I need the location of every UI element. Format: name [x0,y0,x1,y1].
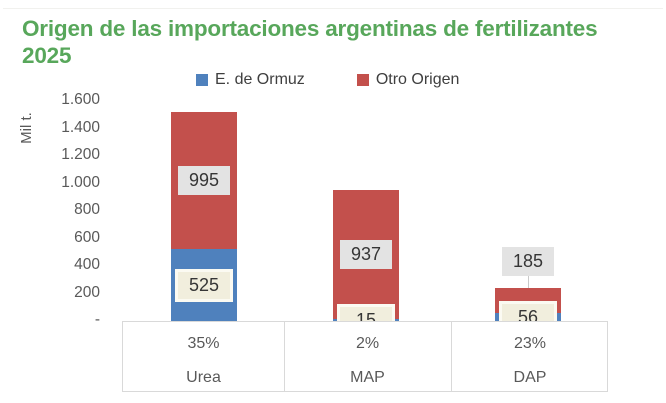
y-tick-label: 1.600 [61,91,100,108]
value-label-urea-e-de-ormuz: 525 [175,268,233,302]
top-divider [3,8,663,9]
category-share-label: 23% [513,335,547,352]
y-tick-label: 1.400 [61,118,100,136]
chart-title: Origen de las importaciones argentinas d… [22,16,598,68]
label-leader-line [528,276,529,288]
legend: E. de Ormuz Otro Origen [196,71,459,89]
category-table: 35% Urea 2% MAP 23% DAP [122,321,608,392]
category-share-label: 35% [187,335,220,352]
category-cell-urea: 35% Urea [123,322,284,391]
y-tick-label: 1.200 [61,146,100,163]
category-share-label: 2% [355,335,380,352]
y-tick-label: 800 [74,201,100,218]
legend-swatch-icon [196,74,208,86]
y-tick-label: 1.000 [61,173,100,191]
legend-label: E. de Ormuz [215,71,305,88]
y-tick-label: 400 [74,256,100,273]
table-divider [451,322,452,391]
y-tick-label: 600 [74,228,100,246]
legend-item-e-de-ormuz: E. de Ormuz [196,71,305,89]
value-label-map-otro-origen: 937 [340,240,392,269]
value-label-urea-otro-origen: 995 [178,166,230,195]
value-label-dap-otro-origen: 185 [502,247,554,276]
table-divider [284,322,285,391]
category-cell-map: 2% MAP [284,322,451,391]
category-cell-dap: 23% DAP [451,322,609,391]
y-tick-label: 200 [74,283,100,301]
legend-label: Otro Origen [375,71,460,88]
y-tick-label: - [94,311,100,328]
category-name-label: Urea [186,369,221,386]
legend-swatch-icon [356,74,369,86]
legend-item-otro-origen: Otro Origen [356,71,460,89]
category-name-label: DAP [513,369,547,386]
category-name-label: MAP [350,369,385,386]
